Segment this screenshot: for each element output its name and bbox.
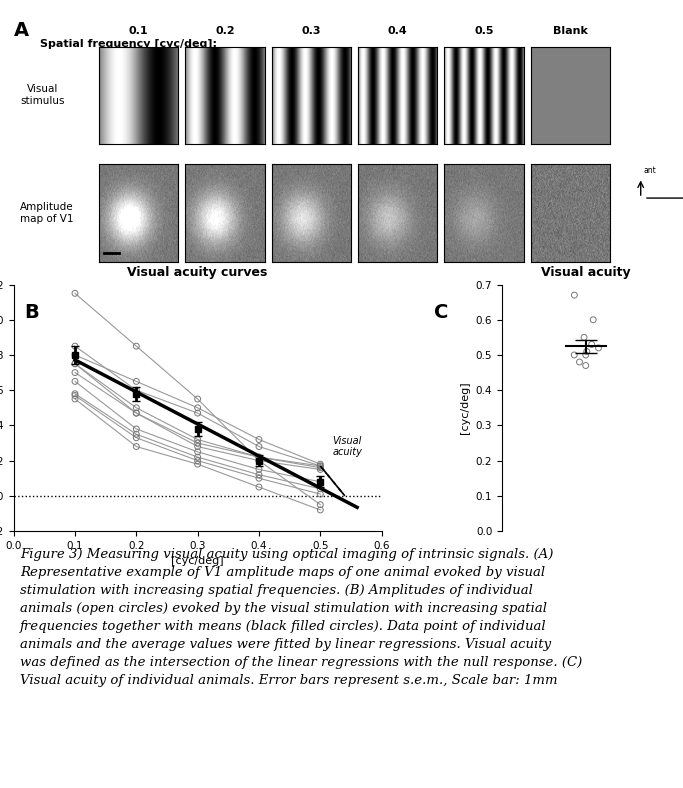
Text: A: A: [14, 21, 29, 40]
Point: [192, 392, 203, 405]
Point: [253, 455, 264, 467]
Point: [253, 451, 264, 463]
Point: [315, 459, 326, 472]
Point: [253, 468, 264, 481]
Point: [70, 388, 81, 400]
Point: [315, 482, 326, 495]
Text: Figure 3) Measuring visual acuity using optical imaging of intrinsic signals. (A: Figure 3) Measuring visual acuity using …: [20, 548, 583, 687]
Point: [131, 375, 142, 388]
Point: [315, 498, 326, 511]
Point: [253, 440, 264, 453]
Text: B: B: [24, 303, 39, 322]
Point: [70, 375, 81, 388]
Point: [253, 481, 264, 493]
Point: [574, 355, 585, 368]
Point: [70, 348, 81, 361]
Text: 0.5: 0.5: [474, 26, 494, 36]
Text: 0.2: 0.2: [215, 26, 235, 36]
Point: [192, 458, 203, 470]
Point: [569, 348, 580, 361]
Text: 0.4: 0.4: [388, 26, 408, 36]
Point: [131, 340, 142, 352]
Point: [253, 433, 264, 446]
Point: [581, 345, 592, 358]
Point: [253, 451, 264, 463]
Point: [192, 440, 203, 453]
Point: [581, 348, 591, 361]
Point: [315, 488, 326, 500]
Y-axis label: [cyc/deg]: [cyc/deg]: [460, 381, 471, 434]
Point: [581, 359, 591, 372]
Point: [131, 407, 142, 419]
Point: [579, 331, 589, 344]
Text: 0.3: 0.3: [301, 26, 321, 36]
Point: [192, 437, 203, 449]
Point: [192, 402, 203, 414]
Point: [70, 389, 81, 402]
Point: [192, 445, 203, 458]
Point: [586, 338, 597, 351]
Point: [253, 455, 264, 467]
Point: [569, 288, 580, 301]
Point: [70, 358, 81, 370]
Point: [131, 384, 142, 396]
Text: Amplitude
map of V1: Amplitude map of V1: [20, 203, 74, 224]
X-axis label: [cyc/deg]: [cyc/deg]: [171, 556, 224, 567]
Text: Spatial frequency [cyc/deg]:: Spatial frequency [cyc/deg]:: [40, 39, 217, 49]
Text: C: C: [434, 303, 448, 322]
Point: [315, 458, 326, 470]
Point: [315, 475, 326, 488]
Point: [131, 407, 142, 419]
Point: [588, 314, 599, 326]
Point: [315, 462, 326, 474]
Point: [131, 402, 142, 414]
Text: Visual
acuity: Visual acuity: [333, 436, 363, 457]
Point: [70, 358, 81, 370]
Point: [131, 428, 142, 440]
Point: [192, 407, 203, 419]
Point: [315, 463, 326, 476]
Title: Visual acuity curves: Visual acuity curves: [128, 266, 268, 279]
Point: [70, 392, 81, 405]
Point: [192, 451, 203, 463]
Point: [315, 504, 326, 516]
Point: [315, 459, 326, 472]
Text: 0.1: 0.1: [129, 26, 148, 36]
Point: [70, 366, 81, 379]
Point: [192, 455, 203, 467]
Point: [70, 287, 81, 299]
Point: [253, 463, 264, 476]
Point: [593, 342, 604, 355]
Point: [70, 340, 81, 352]
Text: Visual
stimulus: Visual stimulus: [20, 84, 65, 106]
Title: Visual acuity: Visual acuity: [541, 266, 630, 279]
Text: Blank: Blank: [553, 26, 587, 36]
Point: [131, 422, 142, 435]
Point: [253, 472, 264, 485]
Point: [192, 433, 203, 446]
Point: [131, 432, 142, 444]
Point: [131, 440, 142, 453]
Text: ant: ant: [644, 166, 657, 175]
